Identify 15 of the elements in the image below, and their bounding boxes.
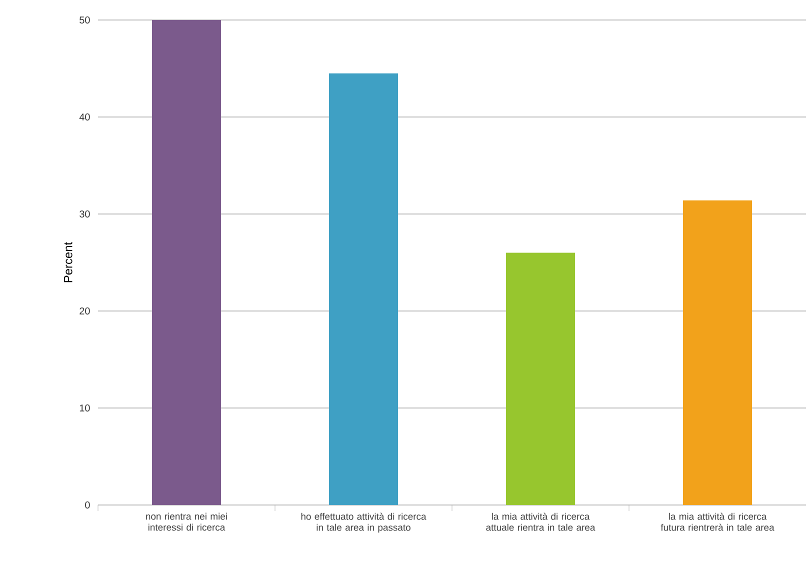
x-tick-label: non rientra nei miei interessi di ricerca [146, 512, 227, 531]
y-tick-label: 20 [80, 307, 90, 315]
bar [506, 252, 576, 505]
bar [682, 200, 752, 505]
bar [152, 20, 222, 505]
x-tick-label: la mia attività di ricerca attuale rientra in tale area [486, 512, 596, 531]
y-tick-label: 50 [80, 16, 90, 24]
x-tick-label: ho effettuato attività di ricerca in tale area in passato [301, 512, 426, 533]
x-tick-label: la mia attività di ricerca futura rientrerà in tale area [660, 512, 774, 531]
y-tick-label: 40 [79, 113, 90, 121]
y-tick-label: 0 [85, 501, 90, 509]
bar [328, 73, 398, 505]
y-tick-label: 30 [80, 210, 90, 218]
y-axis-title: Percent [64, 242, 72, 282]
y-tick-label: 10 [80, 404, 90, 412]
